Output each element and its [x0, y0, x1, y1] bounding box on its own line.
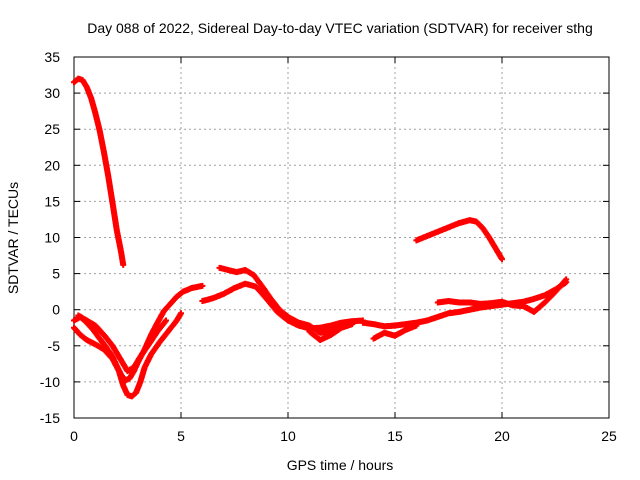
x-tick-label: 10: [280, 428, 296, 444]
y-tick-label: 10: [44, 230, 60, 246]
grid: [74, 57, 609, 418]
y-tick-label: 0: [52, 302, 60, 318]
data-point: [178, 310, 184, 317]
y-tick-label: -10: [40, 374, 60, 390]
data-point: [163, 317, 170, 324]
tick-labels: 0 5 10 15 20 25 -15 -10 -5 0 5 10 15 20 25 30 35: [40, 49, 617, 444]
data-point: [349, 321, 356, 328]
y-tick-label: -15: [40, 410, 60, 426]
y-tick-label: -5: [48, 338, 61, 354]
x-tick-label: 0: [70, 428, 78, 444]
x-tick-label: 25: [601, 428, 617, 444]
data-point: [499, 256, 505, 263]
y-axis-label: SDTVAR / TECUs: [5, 182, 21, 294]
data-point: [413, 322, 420, 329]
y-tick-label: 15: [44, 193, 60, 209]
series-arc-2: [71, 282, 206, 384]
data-points: [71, 75, 570, 400]
y-tick-label: 25: [44, 121, 60, 137]
series-arc-9: [413, 217, 505, 263]
x-tick-label: 15: [387, 428, 403, 444]
y-tick-label: 30: [44, 85, 60, 101]
x-axis-label: GPS time / hours: [287, 457, 394, 473]
series-arc-4: [75, 312, 170, 375]
series-arc-11: [370, 322, 420, 342]
y-tick-label: 20: [44, 157, 60, 173]
data-point: [199, 282, 206, 289]
series-arc-8: [434, 276, 570, 315]
series-arc-10: [306, 321, 356, 344]
data-point: [563, 276, 570, 283]
chart-title: Day 088 of 2022, Sidereal Day-to-day VTE…: [87, 20, 593, 36]
axis-ticks: [73, 56, 610, 419]
data-point: [120, 261, 127, 268]
y-tick-label: 35: [44, 49, 60, 65]
x-tick-label: 5: [177, 428, 185, 444]
y-tick-label: 5: [52, 266, 60, 282]
series-arc-1: [71, 75, 127, 268]
series-arc-3: [71, 310, 184, 400]
x-tick-label: 20: [494, 428, 510, 444]
